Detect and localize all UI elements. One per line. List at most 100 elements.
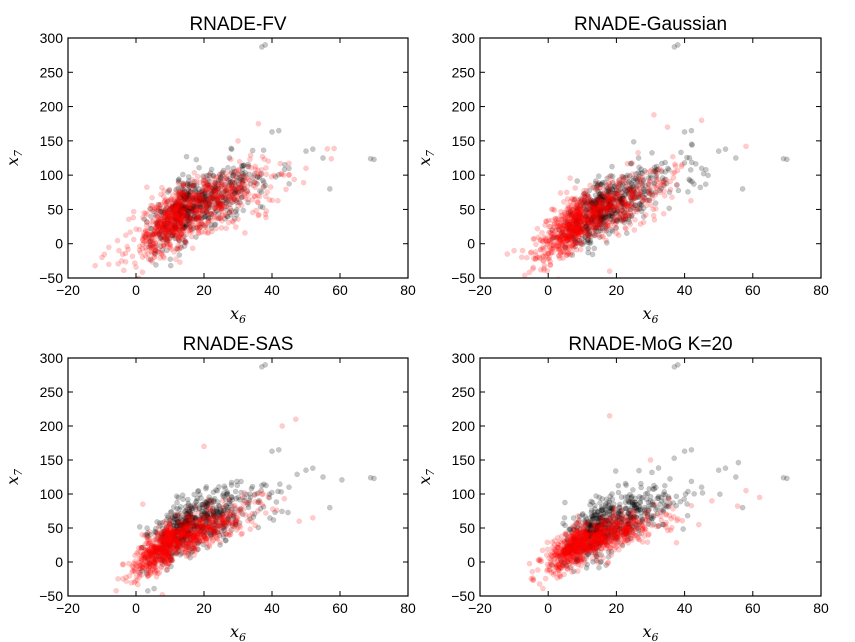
data-point: [202, 199, 209, 205]
data-point: [162, 210, 168, 216]
data-point: [202, 177, 209, 184]
data-point: [260, 179, 267, 186]
data-point: [201, 183, 208, 190]
data-point: [180, 193, 187, 199]
data-point: [186, 181, 192, 187]
data-point: [162, 232, 169, 239]
data-point: [215, 179, 221, 186]
data-point: [170, 204, 177, 210]
data-point: [216, 194, 222, 201]
data-point: [174, 202, 180, 209]
y-tick-label: 250: [452, 64, 476, 80]
data-point: [617, 180, 624, 186]
data-point: [228, 186, 235, 192]
data-point: [175, 210, 182, 217]
data-point: [163, 205, 169, 212]
data-point: [667, 476, 673, 482]
data-point: [187, 199, 193, 205]
data-point: [143, 219, 150, 225]
data-point: [142, 227, 149, 234]
data-point: [160, 193, 167, 200]
data-point: [208, 217, 215, 224]
data-point: [650, 212, 657, 219]
data-point: [739, 186, 746, 192]
data-point: [175, 192, 182, 199]
data-point: [339, 477, 345, 483]
data-point: [209, 195, 216, 202]
data-point: [567, 175, 573, 181]
data-point: [211, 182, 218, 189]
data-point: [189, 176, 196, 183]
data-point: [141, 229, 148, 236]
data-point: [222, 194, 228, 201]
data-point: [169, 228, 176, 234]
data-point: [173, 205, 180, 211]
data-point: [162, 221, 168, 228]
data-point: [199, 187, 206, 194]
data-point: [153, 230, 160, 237]
data-point: [165, 220, 172, 227]
data-point: [261, 184, 267, 190]
data-point: [175, 235, 181, 242]
data-point: [202, 213, 209, 220]
data-point: [205, 201, 212, 208]
data-point: [230, 190, 236, 197]
scatter-points: [526, 361, 790, 592]
data-point: [230, 170, 237, 177]
data-point: [263, 482, 269, 489]
data-point: [229, 194, 235, 200]
data-point: [558, 208, 564, 215]
data-point: [201, 502, 208, 509]
data-point: [173, 210, 180, 217]
data-point: [195, 509, 202, 516]
data-point: [183, 191, 190, 198]
data-point: [175, 185, 182, 192]
data-point: [224, 198, 231, 205]
data-point: [154, 222, 161, 229]
data-point: [178, 244, 184, 251]
data-point: [240, 162, 247, 169]
data-point: [164, 241, 171, 248]
data-point: [196, 491, 203, 498]
data-point: [176, 209, 183, 216]
data-point: [181, 204, 188, 211]
data-point: [194, 225, 200, 231]
data-point: [149, 218, 156, 225]
data-point: [162, 196, 169, 203]
data-point: [172, 206, 179, 213]
data-point: [699, 490, 706, 496]
data-point: [140, 235, 146, 242]
data-point: [262, 211, 269, 218]
data-point: [222, 193, 229, 200]
data-point: [178, 200, 185, 207]
data-point: [215, 193, 221, 199]
data-point: [212, 189, 219, 196]
data-point: [196, 194, 202, 201]
data-point: [152, 239, 159, 246]
data-point: [174, 205, 181, 212]
data-point: [183, 194, 190, 201]
data-point: [208, 194, 215, 200]
data-point: [618, 215, 625, 221]
data-point: [207, 198, 214, 205]
data-point: [161, 218, 167, 224]
data-point: [143, 238, 150, 244]
data-point: [254, 171, 260, 177]
data-point: [164, 235, 171, 242]
data-point: [151, 254, 158, 260]
data-point: [232, 168, 239, 175]
data-point: [173, 210, 179, 217]
data-point: [219, 497, 226, 504]
data-point: [213, 201, 219, 208]
data-point: [158, 208, 164, 215]
data-point: [216, 201, 223, 208]
data-point: [161, 243, 167, 249]
data-point: [180, 207, 187, 214]
data-point: [189, 183, 195, 190]
data-point: [689, 142, 695, 148]
data-point: [173, 204, 180, 210]
data-point: [161, 216, 168, 223]
data-point: [178, 224, 185, 231]
data-point: [217, 185, 223, 192]
data-point: [225, 202, 232, 209]
